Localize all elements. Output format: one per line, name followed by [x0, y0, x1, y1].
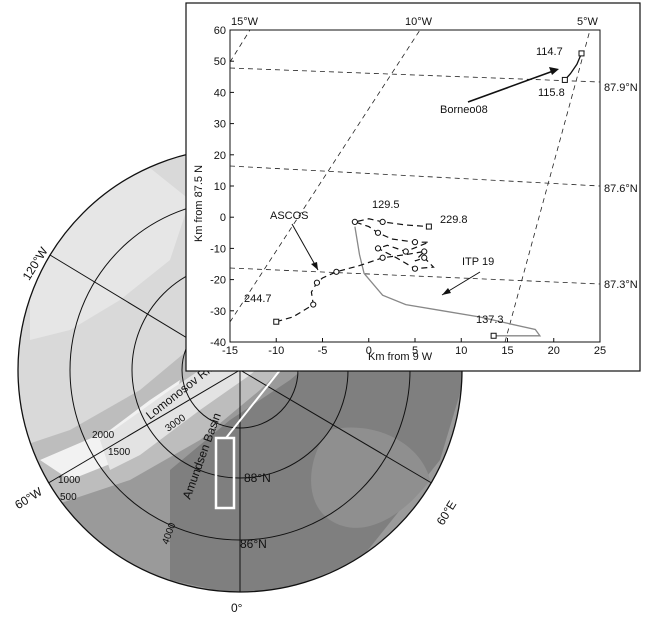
ascos-arrow	[291, 223, 319, 271]
ascos-position-marker	[333, 268, 340, 275]
ascos-start-label: 129.5	[372, 199, 400, 211]
y-tick-label: -20	[210, 275, 226, 287]
ascos-end-label: 229.8	[440, 214, 468, 226]
right-label-876n: 87.6°N	[604, 183, 638, 195]
ascos-position-marker	[313, 279, 321, 286]
y-tick-label: 40	[214, 87, 226, 99]
borneo08-arrowhead	[549, 67, 559, 75]
itp19-track	[354, 226, 542, 337]
x-tick-label: 5	[412, 345, 418, 357]
borneo08-end-marker	[561, 76, 568, 83]
x-tick-label: 0	[366, 345, 372, 357]
ascos-position-marker	[411, 239, 419, 246]
top-label-5w: 5°W	[577, 16, 599, 28]
depth-label-2000: 2000	[92, 430, 115, 441]
lat-label-88n: 88°N	[244, 471, 271, 485]
ascos-position-marker	[402, 248, 409, 255]
borneo08-label: Borneo08	[440, 104, 488, 116]
top-label-15w: 15°W	[231, 16, 259, 28]
ascos-position-marker	[351, 218, 358, 225]
ascos-left-label: 244.7	[244, 293, 272, 305]
right-label-873n: 87.3°N	[604, 279, 638, 291]
x-tick-label: 10	[455, 345, 467, 357]
top-label-10w: 10°W	[405, 16, 433, 28]
depth-label-500: 500	[60, 492, 77, 503]
inset-graticule	[230, 30, 600, 342]
ascos-position-marker	[421, 248, 428, 255]
borneo08-track	[564, 53, 583, 81]
y-tick-labels: 60 50 40 30 20 10 0 -10 -20 -30 -40	[210, 25, 234, 349]
x-tick-label: -5	[318, 345, 328, 357]
ascos-arrowhead	[311, 262, 318, 270]
ascos-position-marker	[379, 218, 386, 225]
y-tick-label: 10	[214, 181, 226, 193]
x-axis-label: Km from 9 W	[368, 351, 433, 363]
itp19-label: ITP 19	[462, 256, 494, 268]
ascos-start-marker	[273, 318, 280, 325]
y-tick-label: 50	[214, 56, 226, 68]
x-tick-label: 15	[501, 345, 513, 357]
ascos-position-marker	[379, 254, 386, 261]
lat-label-86n: 86°N	[240, 537, 267, 551]
y-tick-label: -40	[210, 337, 226, 349]
shelf-region-2	[40, 380, 180, 480]
y-tick-label: 60	[214, 25, 226, 37]
right-label-879n: 87.9°N	[604, 82, 638, 94]
ascos-position-marker	[421, 254, 428, 261]
y-tick-label: 0	[220, 212, 226, 224]
itp-end-label: 137.3	[476, 314, 504, 326]
track-endpoint-markers	[273, 50, 585, 339]
basin-patch	[311, 427, 430, 528]
ascos-position-marker	[411, 265, 419, 272]
y-axis-label: Km from 87.5 N	[193, 165, 205, 242]
ascos-end-marker	[425, 223, 432, 230]
depth-label-1000: 1000	[58, 475, 81, 486]
ascos-label: ASCOS	[270, 210, 309, 222]
y-tick-label: -10	[210, 243, 226, 255]
ascos-position-marker	[374, 229, 382, 236]
x-tick-label: -15	[222, 345, 238, 357]
inset-panel: -15 -10 -5 0 5 10 15 20 25 60 50 40 30 20 10 0 -10 -20 -3…	[185, 2, 641, 372]
x-tick-label: -10	[268, 345, 284, 357]
meridian-label-60w: 60°W	[12, 484, 45, 512]
depth-label-1500: 1500	[108, 447, 131, 458]
meridian-label-60e: 60°E	[434, 498, 460, 528]
ascos-position-marker	[374, 245, 382, 252]
ascos-markers	[310, 218, 428, 308]
y-tick-label: -30	[210, 306, 226, 318]
borneo-start-label: 114.7	[536, 46, 563, 58]
ascos-position-marker	[310, 301, 317, 308]
itp19-end-marker	[490, 332, 497, 339]
study-area-box	[214, 436, 236, 510]
borneo08-arrow	[467, 69, 557, 103]
inset-frame	[185, 2, 641, 372]
x-tick-label: 20	[548, 345, 560, 357]
x-tick-label: 25	[594, 345, 606, 357]
itp19-arrowhead	[442, 288, 451, 295]
borneo-end-label: 115.8	[538, 87, 565, 99]
meridian-label-0: 0°	[231, 601, 243, 615]
y-tick-label: 20	[214, 150, 226, 162]
y-tick-label: 30	[214, 119, 226, 131]
x-tick-labels: -15 -10 -5 0 5 10 15 20 25	[222, 338, 606, 357]
borneo08-start-marker	[578, 50, 585, 57]
